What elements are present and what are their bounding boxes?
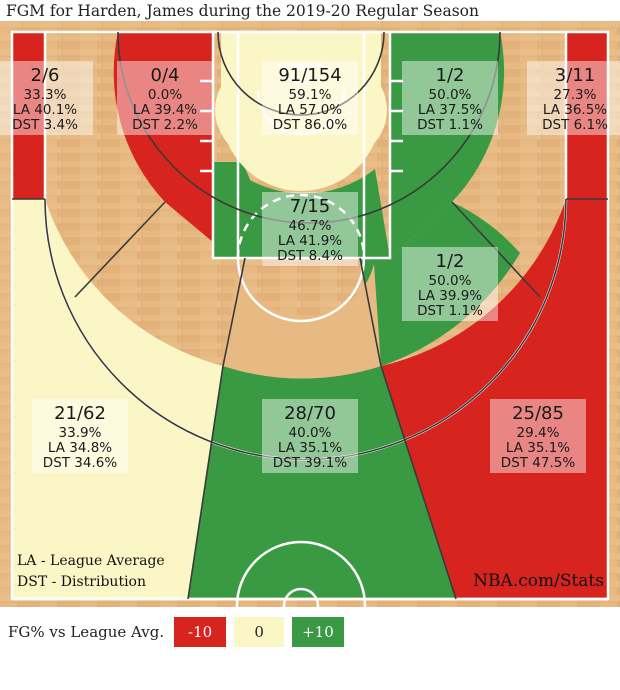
legend: FG% vs League Avg. -10 0 +10 [8, 617, 344, 647]
zone-label-box [490, 399, 586, 473]
zone-distribution: DST 34.6% [43, 455, 118, 471]
zone-label-box [402, 61, 498, 135]
note-league-average: LA - League Average [17, 553, 165, 569]
zone-fgm-fga: 28/70 [284, 403, 336, 424]
legend-label: FG% vs League Avg. [8, 623, 165, 641]
zone-fg-pct: 50.0% [429, 87, 472, 103]
zone-fgm-fga: 1/2 [436, 251, 465, 272]
zone-left-wing-mid-shape [113, 32, 232, 258]
zone-label-box [32, 399, 128, 473]
zone-left-corner-3-shape [12, 32, 45, 199]
zone-league-avg: LA 35.1% [506, 440, 570, 456]
zone-league-avg: LA 34.8% [48, 440, 112, 456]
zone-distribution: DST 3.4% [12, 117, 78, 133]
zone-fgm-fga: 2/6 [31, 65, 60, 86]
zone-league-avg: LA 37.5% [418, 102, 482, 118]
zone-paint-non-ra-shape [213, 169, 390, 258]
zone-distribution: DST 2.2% [132, 117, 198, 133]
zone-label-box [402, 247, 498, 321]
zone-distribution: DST 47.5% [501, 455, 576, 471]
legend-zero: 0 [234, 617, 285, 647]
zone-league-avg: LA 41.9% [278, 233, 342, 249]
zone-label-right-wing-mid: 1/250.0%LA 37.5%DST 1.1% [402, 61, 498, 135]
zone-label-box [262, 399, 358, 473]
zone-fg-pct: 40.0% [289, 425, 332, 441]
zone-league-avg: LA 36.5% [543, 102, 607, 118]
zone-label-box [262, 192, 358, 266]
zone-fg-pct: 33.9% [59, 425, 102, 441]
zone-fgm-fga: 21/62 [54, 403, 106, 424]
zone-label-box [117, 61, 213, 135]
zone-fg-pct: 59.1% [289, 87, 332, 103]
zone-distribution: DST 6.1% [542, 117, 608, 133]
brand-watermark: NBA.com/Stats [473, 571, 604, 591]
zone-fgm-fga: 25/85 [512, 403, 564, 424]
zone-fg-pct: 0.0% [148, 87, 182, 103]
zone-distribution: DST 1.1% [417, 117, 483, 133]
zone-fg-pct: 46.7% [289, 218, 332, 234]
zone-right-wing-mid-shape [390, 32, 505, 258]
zone-right-elbow-mid-shape [360, 202, 520, 366]
zone-fgm-fga: 7/15 [290, 196, 330, 217]
zone-fg-pct: 29.4% [517, 425, 560, 441]
zone-label-right-elbow-mid: 1/250.0%LA 39.9%DST 1.1% [402, 247, 498, 321]
zone-fgm-fga: 91/154 [278, 65, 341, 86]
note-distribution: DST - Distribution [17, 574, 146, 590]
zone-label-left-wing-mid: 0/40.0%LA 39.4%DST 2.2% [117, 61, 213, 135]
zone-distribution: DST 86.0% [273, 117, 348, 133]
zone-league-avg: LA 57.0% [278, 102, 342, 118]
zone-fgm-fga: 1/2 [436, 65, 465, 86]
legend-positive: +10 [292, 617, 344, 647]
zone-distribution: DST 39.1% [273, 455, 348, 471]
zone-label-box [0, 61, 93, 135]
zone-fg-pct: 27.3% [554, 87, 597, 103]
zone-label-box [527, 61, 620, 135]
zone-league-avg: LA 40.1% [13, 102, 77, 118]
legend-negative: -10 [174, 617, 227, 647]
zone-fgm-fga: 0/4 [151, 65, 180, 86]
zone-right-corner-3-shape [566, 32, 608, 199]
zone-fgm-fga: 3/11 [555, 65, 595, 86]
zone-distribution: DST 8.4% [277, 248, 343, 264]
zone-league-avg: LA 39.9% [418, 288, 482, 304]
zone-top-key-3-shape [188, 366, 456, 599]
zone-fg-pct: 33.3% [24, 87, 67, 103]
zone-fg-pct: 50.0% [429, 273, 472, 289]
shot-chart-court: 2/633.3%LA 40.1%DST 3.4%0/40.0%LA 39.4%D… [0, 21, 620, 607]
chart-title: FGM for Harden, James during the 2019-20… [6, 2, 479, 20]
zone-label-left-corner-3: 2/633.3%LA 40.1%DST 3.4% [0, 61, 93, 135]
zone-league-avg: LA 39.4% [133, 102, 197, 118]
zone-league-avg: LA 35.1% [278, 440, 342, 456]
zone-label-box [262, 61, 358, 135]
zone-right-wing-3-shape [381, 199, 608, 599]
zone-distribution: DST 1.1% [417, 303, 483, 319]
